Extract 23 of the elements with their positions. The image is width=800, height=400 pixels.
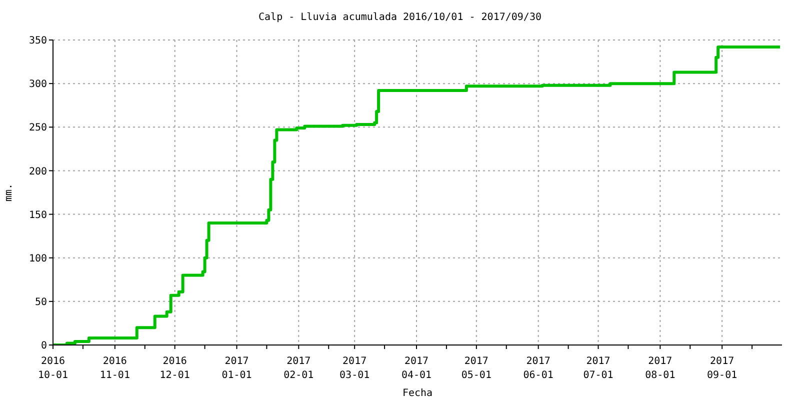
- x-tick-label: 2016 10-01: [38, 356, 68, 381]
- y-tick-label: 0: [40, 340, 47, 352]
- y-tick-label: 100: [28, 253, 47, 264]
- chart-title: Calp - Lluvia acumulada 2016/10/01 - 2017/09/30: [258, 11, 542, 25]
- x-tick-label: 2017 06-01: [523, 356, 554, 381]
- y-axis-title: mm.: [4, 183, 15, 202]
- x-tick-label: 2017 04-01: [401, 356, 432, 381]
- y-tick-label: 350: [28, 36, 47, 47]
- x-tick-label: 2017 07-01: [583, 356, 614, 381]
- y-tick-label: 300: [28, 79, 47, 90]
- y-tick-label: 150: [28, 210, 47, 221]
- y-tick-label: 250: [28, 122, 47, 134]
- x-tick-label: 2016 12-01: [160, 356, 190, 381]
- x-tick-label: 2016 11-01: [100, 356, 130, 381]
- x-tick-label: 2017 08-01: [645, 356, 676, 381]
- x-tick-label: 2017 03-01: [340, 356, 370, 381]
- y-tick-label: 50: [34, 296, 47, 308]
- x-tick-label: 2017 02-01: [284, 356, 314, 381]
- y-tick-label: 200: [28, 166, 47, 178]
- x-tick-label: 2017 01-01: [222, 356, 252, 381]
- x-tick-label: 2017 05-01: [461, 356, 492, 381]
- x-tick-label: 2017 09-01: [707, 356, 738, 381]
- x-axis-title: Fecha: [402, 388, 433, 399]
